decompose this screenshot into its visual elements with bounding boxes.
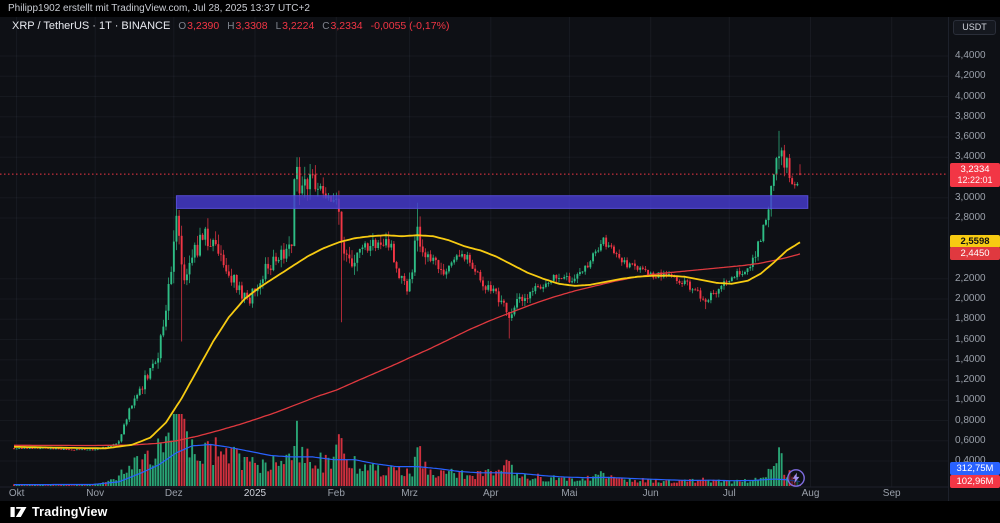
change-value: -0,0055 (-0,17%) [370, 20, 450, 32]
price-tick: 1,0000 [955, 394, 986, 406]
symbol-legend: XRP / TetherUS · 1T · BINANCE O3,2390 H3… [12, 20, 449, 32]
low-value: 3,2224 [282, 20, 315, 32]
price-tick: 3,0000 [955, 191, 986, 203]
tradingview-logo-text: TradingView [32, 505, 108, 519]
price-axis[interactable]: USDT 4,4000 4,2000 4,0000 3,8000 3,6000 3,400… [948, 17, 1000, 501]
time-axis-label: 2025 [244, 488, 267, 499]
price-tick: 1,4000 [955, 353, 986, 365]
time-axis-label: Mrz [401, 488, 418, 499]
time-axis-label: Jun [643, 488, 659, 499]
time-axis-label: Jul [723, 488, 736, 499]
price-tick: 1,8000 [955, 313, 986, 325]
last-price-label: 3,2334 12:22:01 [950, 163, 1000, 188]
time-axis-label: Feb [328, 488, 346, 499]
close-value: 3,2334 [330, 20, 363, 32]
price-tick: 2,8000 [955, 212, 986, 223]
currency-button[interactable]: USDT [953, 20, 996, 35]
price-tick: 4,4000 [955, 50, 986, 61]
symbol-title[interactable]: XRP / TetherUS · 1T · BINANCE [12, 20, 171, 32]
ohlc-open: O3,2390 [170, 20, 219, 32]
ma-fast-line [13, 234, 801, 450]
price-tick: 0,6000 [955, 434, 986, 446]
price-tick: 3,6000 [955, 131, 986, 142]
last-price-value: 3,2334 [960, 164, 990, 176]
volume-value-label: 102,96M [950, 475, 1000, 488]
resistance-zone[interactable] [175, 195, 809, 209]
price-tick: 3,4000 [955, 151, 986, 163]
close-label: C [322, 21, 330, 32]
price-tick: 0,8000 [955, 414, 986, 426]
footer-bar: TradingView [0, 501, 1000, 523]
price-tick: 2,2000 [955, 272, 986, 284]
ohlc-low: L3,2224 [268, 20, 315, 32]
ohlc-close: C3,2334 [314, 20, 362, 32]
ma-slow-line [14, 253, 801, 447]
price-tick: 2,0000 [955, 293, 986, 304]
attribution-text: Philipp1902 erstellt mit TradingView.com… [8, 3, 310, 14]
ohlc-high: H3,3308 [219, 20, 267, 32]
high-value: 3,3308 [235, 20, 268, 32]
ma-fast-price-label: 2,5598 [950, 235, 1000, 249]
high-label: H [227, 21, 235, 32]
volume-ma-line [14, 443, 801, 486]
price-tick: 0,4000 [955, 455, 986, 466]
ma-slow-price-label: 2,4450 [950, 246, 1000, 260]
price-tick: 1,2000 [955, 374, 986, 385]
price-tick: 4,2000 [955, 70, 986, 82]
time-axis[interactable] [0, 487, 948, 501]
tradingview-logo-mark [10, 507, 27, 517]
time-axis-label: Sep [883, 488, 901, 499]
price-tick: 1,6000 [955, 333, 986, 345]
time-axis-label: Dez [165, 488, 183, 499]
price-tick: 3,8000 [955, 110, 986, 122]
time-axis-label: Nov [86, 488, 104, 499]
grid [0, 17, 948, 487]
open-label: O [178, 21, 187, 32]
price-tick: 4,0000 [955, 90, 986, 102]
lightning-reaction-icon[interactable] [786, 468, 806, 488]
time-axis-label: Apr [483, 488, 499, 499]
time-axis-label: Aug [802, 488, 820, 499]
volume-ma-label: 312,75M [950, 462, 1000, 475]
candlestick-series [13, 130, 801, 451]
low-label: L [275, 21, 282, 32]
time-axis-label: Mai [561, 488, 577, 499]
time-axis-labels: Okt Nov Dez 2025 Feb Mrz Apr Mai Jun Jul Aug Sep [9, 488, 901, 499]
open-value: 3,2390 [187, 20, 220, 32]
attribution-bar: Philipp1902 erstellt mit TradingView.com… [0, 0, 1000, 17]
bar-countdown: 12:22:01 [957, 175, 993, 186]
time-axis-label: Okt [9, 488, 25, 499]
tradingview-logo[interactable]: TradingView [10, 505, 108, 519]
